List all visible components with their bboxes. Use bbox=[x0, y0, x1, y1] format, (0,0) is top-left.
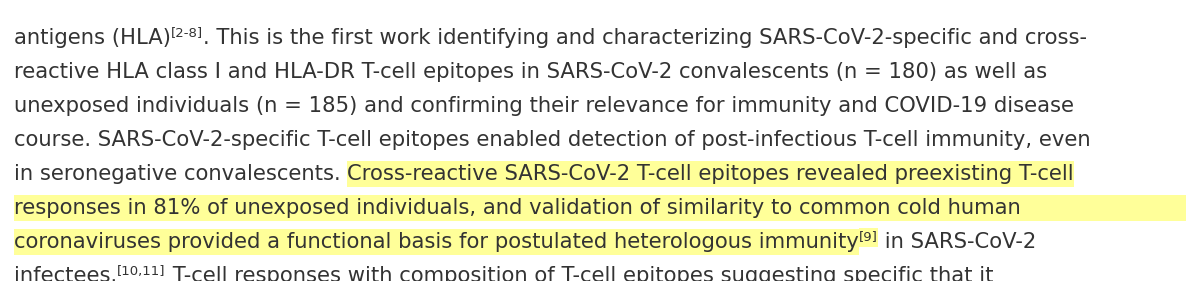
Text: Cross-reactive SARS-CoV-2 T-cell epitopes revealed preexisting T-cell: Cross-reactive SARS-CoV-2 T-cell epitope… bbox=[347, 164, 1074, 183]
Text: [10,11]: [10,11] bbox=[118, 264, 166, 278]
Text: in seronegative convalescents.: in seronegative convalescents. bbox=[14, 164, 347, 183]
Text: in SARS-CoV-2: in SARS-CoV-2 bbox=[877, 232, 1036, 251]
Text: coronaviruses provided a functional basis for postulated heterologous immunity: coronaviruses provided a functional basi… bbox=[14, 232, 859, 251]
Text: unexposed individuals (n = 185) and confirming their relevance for immunity and : unexposed individuals (n = 185) and conf… bbox=[14, 96, 1074, 115]
Bar bbox=[14, 228, 859, 255]
Text: [9]: [9] bbox=[859, 230, 877, 244]
Text: T-cell responses with composition of T-cell epitopes suggesting specific that it: T-cell responses with composition of T-c… bbox=[166, 266, 994, 281]
Text: [2-8]: [2-8] bbox=[172, 26, 203, 40]
Bar bbox=[347, 160, 1074, 187]
Bar bbox=[859, 228, 877, 246]
Text: course. SARS-CoV-2-specific T-cell epitopes enabled detection of post-infectious: course. SARS-CoV-2-specific T-cell epito… bbox=[14, 130, 1091, 149]
Text: . This is the first work identifying and characterizing SARS-CoV-2-specific and : . This is the first work identifying and… bbox=[203, 28, 1087, 47]
Bar bbox=[14, 194, 1186, 221]
Text: reactive HLA class I and HLA-DR T-cell epitopes in SARS-CoV-2 convalescents (n =: reactive HLA class I and HLA-DR T-cell e… bbox=[14, 62, 1048, 81]
Text: antigens (HLA): antigens (HLA) bbox=[14, 28, 172, 47]
Text: infectees.: infectees. bbox=[14, 266, 118, 281]
Text: responses in 81% of unexposed individuals, and validation of similarity to commo: responses in 81% of unexposed individual… bbox=[14, 198, 1021, 217]
